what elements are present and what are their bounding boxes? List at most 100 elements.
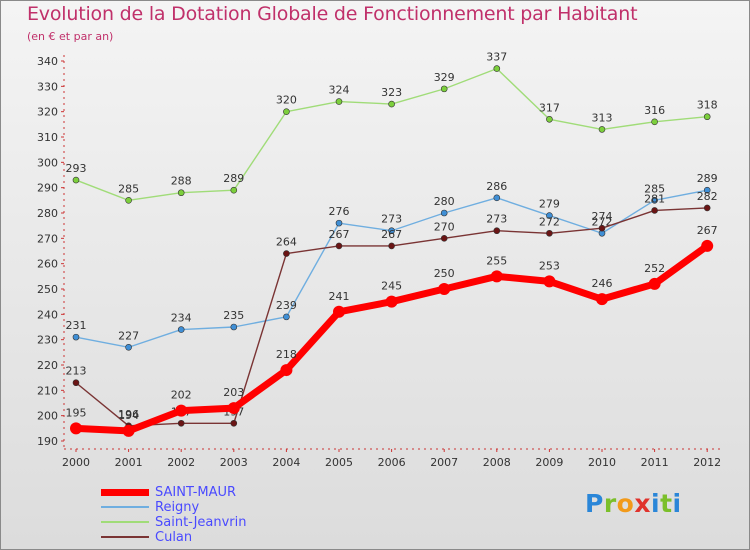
- data-label: 272: [539, 215, 560, 228]
- y-tick-label: 250: [37, 283, 58, 296]
- data-point: [283, 108, 290, 115]
- data-label: 239: [276, 299, 297, 312]
- data-label: 329: [434, 71, 455, 84]
- data-point: [283, 250, 290, 257]
- x-tick-label: 2007: [430, 456, 458, 469]
- data-label: 245: [381, 280, 402, 293]
- data-label: 250: [434, 267, 455, 280]
- data-label: 273: [486, 213, 507, 226]
- data-point: [70, 422, 82, 435]
- data-label: 279: [539, 198, 560, 211]
- chart-title: Evolution de la Dotation Globale de Fonc…: [27, 3, 638, 25]
- data-point: [335, 219, 343, 227]
- data-label: 282: [697, 190, 718, 203]
- data-point: [227, 402, 240, 415]
- legend-item: SAINT-MAUR: [101, 485, 301, 500]
- data-label: 280: [434, 195, 455, 208]
- data-point: [493, 194, 501, 202]
- data-label: 267: [329, 228, 350, 241]
- data-label: 235: [223, 309, 244, 322]
- data-point: [72, 333, 80, 341]
- data-label: 288: [171, 175, 192, 188]
- data-point: [72, 379, 80, 387]
- data-label: 267: [697, 224, 718, 237]
- data-label: 227: [118, 329, 139, 342]
- data-label: 202: [171, 389, 192, 402]
- data-label: 286: [486, 180, 507, 193]
- proxiti-logo: Proxiti: [585, 489, 682, 518]
- y-tick-label: 190: [37, 435, 58, 448]
- data-point: [335, 98, 343, 105]
- data-point: [388, 227, 395, 235]
- y-tick-label: 300: [37, 156, 58, 169]
- data-point: [546, 229, 553, 237]
- data-point: [598, 126, 606, 133]
- y-tick-label: 320: [37, 106, 58, 119]
- data-label: 285: [118, 182, 139, 195]
- data-label: 234: [171, 312, 192, 325]
- x-tick-label: 2003: [220, 456, 248, 469]
- data-point: [177, 419, 185, 427]
- x-tick-label: 2004: [272, 456, 300, 469]
- data-point: [230, 419, 238, 427]
- data-label: 255: [486, 254, 507, 267]
- x-tick-label: 2011: [641, 456, 669, 469]
- x-tick-label: 2000: [62, 456, 90, 469]
- legend-swatch: [101, 536, 149, 538]
- data-label: 318: [697, 99, 718, 112]
- data-point: [122, 424, 135, 437]
- data-label: 323: [381, 86, 402, 99]
- data-point: [283, 313, 290, 321]
- legend-swatch: [101, 506, 149, 508]
- data-label: 252: [644, 262, 665, 275]
- data-point: [546, 212, 553, 219]
- data-point: [546, 115, 553, 123]
- data-point: [280, 364, 293, 377]
- x-tick-label: 2002: [167, 456, 195, 469]
- data-label: 289: [697, 172, 718, 185]
- data-point: [335, 242, 343, 250]
- data-label: 267: [381, 228, 402, 241]
- x-tick-label: 2008: [483, 456, 511, 469]
- data-label: 276: [329, 205, 350, 218]
- x-tick-label: 2006: [378, 456, 406, 469]
- data-point: [701, 239, 714, 252]
- data-point: [177, 326, 185, 333]
- data-label: 264: [276, 236, 297, 249]
- data-label: 273: [381, 213, 402, 226]
- y-tick-label: 290: [37, 182, 58, 195]
- y-tick-label: 210: [37, 384, 58, 397]
- data-point: [230, 323, 238, 331]
- data-label: 194: [118, 409, 139, 422]
- data-label: 274: [592, 210, 613, 223]
- data-point: [438, 283, 451, 295]
- legend-label: Culan: [155, 530, 193, 545]
- data-label: 281: [644, 192, 665, 205]
- data-label: 195: [66, 406, 87, 419]
- data-point: [440, 235, 448, 242]
- legend-label: SAINT-MAUR: [155, 485, 237, 500]
- data-label: 218: [276, 348, 297, 361]
- data-point: [703, 186, 711, 194]
- data-point: [596, 293, 608, 306]
- series-line: [72, 242, 711, 435]
- data-point: [651, 197, 658, 204]
- data-point: [385, 295, 398, 308]
- data-label: 203: [223, 386, 244, 399]
- data-point: [125, 197, 132, 204]
- data-point: [490, 270, 503, 283]
- data-point: [493, 227, 501, 235]
- data-label: 316: [644, 104, 665, 117]
- y-tick-label: 280: [37, 207, 58, 220]
- x-tick-label: 2005: [325, 456, 353, 469]
- legend-swatch: [101, 488, 149, 496]
- data-point: [230, 186, 238, 194]
- data-label: 272: [592, 215, 613, 228]
- chart-legend: SAINT-MAUR Reigny Saint-Jeanvrin Culan: [101, 485, 301, 545]
- data-label: 246: [592, 277, 613, 290]
- data-point: [440, 85, 448, 93]
- data-point: [703, 204, 711, 212]
- data-label: 317: [539, 101, 560, 114]
- x-tick-label: 2001: [115, 456, 143, 469]
